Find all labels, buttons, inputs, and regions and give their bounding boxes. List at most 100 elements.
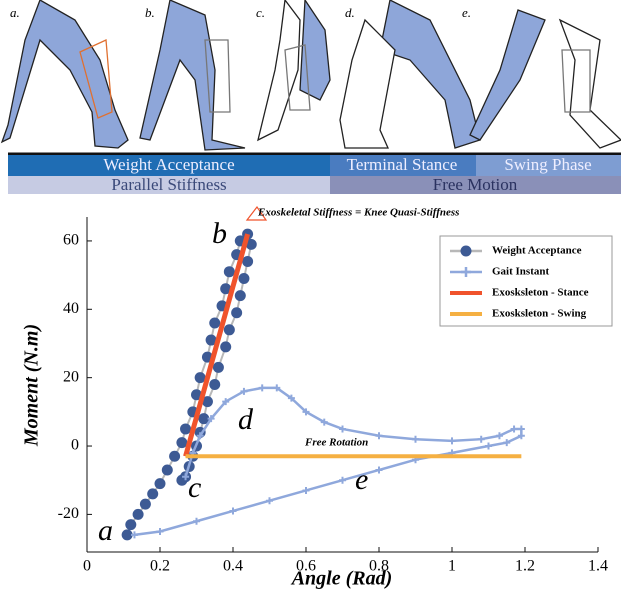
point	[223, 324, 235, 336]
mode-label: Parallel Stiffness	[111, 175, 226, 194]
point	[245, 238, 257, 250]
band	[330, 155, 476, 176]
point	[517, 425, 525, 433]
phase-label: Weight Acceptance	[103, 155, 234, 174]
point	[191, 389, 202, 401]
y-tick-label: 20	[63, 368, 79, 385]
annotation: e	[355, 463, 368, 496]
brace	[561, 49, 591, 113]
annotation: c	[188, 471, 201, 504]
annotation: b	[212, 217, 227, 250]
point	[231, 307, 243, 319]
point	[242, 255, 254, 267]
point	[229, 507, 237, 515]
point	[161, 464, 173, 476]
band	[476, 155, 621, 176]
x-tick-label: 0.4	[223, 558, 243, 575]
panel-label: e.	[462, 5, 471, 20]
point	[223, 266, 235, 278]
legend-marker	[461, 267, 471, 277]
point	[339, 476, 346, 484]
series-line	[183, 233, 251, 457]
x-tick-label: 1.2	[515, 558, 535, 575]
legend-label: Exosksleton - Stance	[492, 287, 589, 299]
brace	[284, 44, 311, 111]
x-tick-label: 0.6	[296, 558, 316, 575]
x-tick-label: 1.4	[588, 558, 608, 575]
point	[485, 442, 492, 450]
point	[302, 408, 310, 416]
brace	[204, 39, 231, 113]
leg	[139, 0, 246, 151]
point	[194, 372, 206, 384]
x-tick-label: 0.2	[150, 558, 170, 575]
point	[448, 437, 456, 445]
point	[477, 435, 485, 443]
point	[201, 396, 213, 408]
point	[147, 488, 159, 500]
x-tick-label: 0.8	[369, 558, 389, 575]
point	[198, 413, 210, 425]
phase-label: Swing Phase	[504, 155, 591, 174]
point	[209, 379, 221, 390]
panel-label: b.	[145, 5, 155, 20]
panel-label: d.	[345, 5, 355, 20]
point	[209, 317, 221, 329]
point	[222, 398, 230, 406]
point	[258, 384, 266, 392]
point	[234, 290, 246, 302]
y-axis-label: Moment (N.m)	[21, 324, 43, 447]
point	[220, 283, 232, 295]
point	[503, 439, 511, 447]
band	[8, 176, 330, 194]
legend-label: Gait Instant	[492, 266, 549, 278]
point	[121, 529, 133, 541]
point	[169, 450, 181, 462]
x-tick-label: 0	[83, 558, 91, 575]
x-tick-label: 1	[448, 558, 456, 575]
panel-label: c.	[256, 5, 265, 20]
point	[180, 423, 192, 435]
phase-label: Terminal Stance	[347, 155, 458, 174]
mode-label: Free Motion	[433, 175, 518, 194]
x-axis-label: Angle (Rad)	[290, 568, 393, 590]
y-tick-label: 60	[63, 232, 79, 249]
annotation: a	[98, 514, 113, 547]
point	[266, 497, 273, 505]
point	[375, 466, 383, 474]
point	[510, 425, 518, 433]
leg	[379, 0, 481, 149]
point	[132, 508, 144, 520]
point	[517, 432, 525, 440]
annotation: d	[238, 403, 254, 436]
band	[8, 155, 330, 176]
point	[220, 341, 232, 353]
point	[212, 361, 224, 373]
point	[339, 425, 346, 433]
legend-label: Weight Acceptance	[492, 245, 582, 257]
annotation: Exoskeletal Stiffness = Knee Quasi-Stiff…	[257, 207, 459, 219]
point	[125, 519, 137, 531]
legend-label: Exosksleton - Swing	[492, 308, 587, 320]
point	[273, 384, 281, 392]
leg	[339, 18, 396, 149]
y-tick-label: 40	[63, 300, 79, 317]
brace	[79, 39, 113, 119]
annotation-marker	[245, 205, 268, 221]
band	[330, 176, 621, 194]
point	[130, 531, 138, 539]
point	[287, 394, 295, 402]
leg	[299, 0, 331, 101]
point	[240, 387, 248, 395]
leg	[469, 9, 546, 141]
point	[139, 498, 151, 510]
point	[412, 435, 419, 443]
point	[154, 478, 166, 490]
y-tick-label: -20	[58, 505, 79, 522]
gait-illustration	[0, 0, 621, 151]
point	[196, 432, 204, 440]
point	[320, 418, 328, 426]
point	[375, 432, 383, 440]
point	[207, 415, 215, 423]
